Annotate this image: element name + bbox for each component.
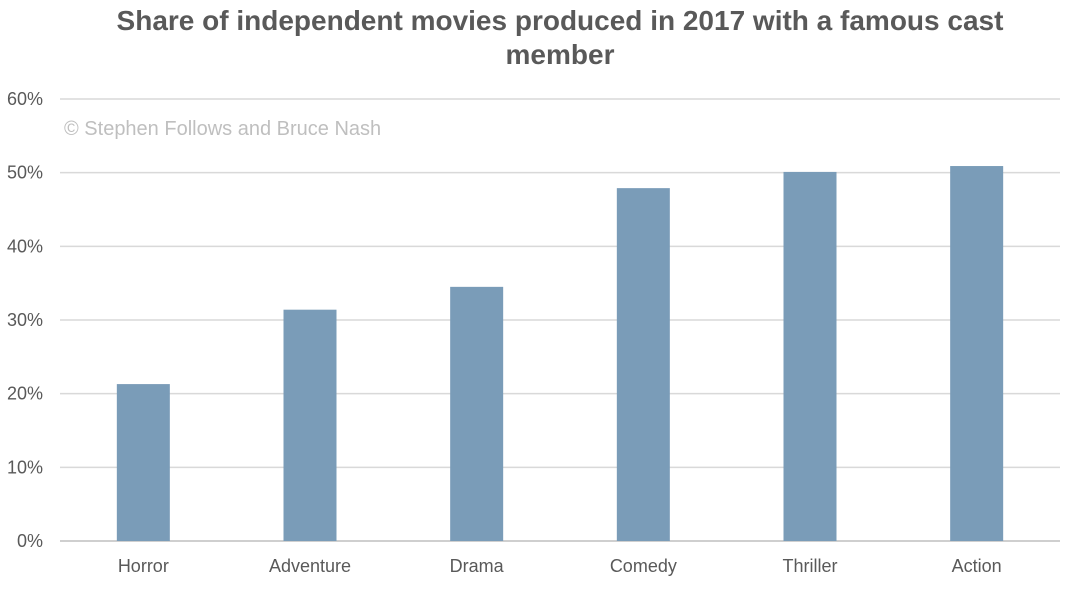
bars [116,166,1004,542]
y-tick-label: 10% [7,457,43,477]
x-axis-tick-labels: Horror Adventure Drama Comedy Thriller Action [118,556,1002,576]
bar-adventure [283,309,337,541]
bar-comedy [616,188,670,542]
x-tick-label: Action [952,556,1002,576]
x-tick-label: Thriller [782,556,837,576]
x-tick-label: Comedy [610,556,677,576]
y-tick-label: 50% [7,163,43,183]
bar-horror [116,384,170,541]
x-tick-label: Horror [118,556,169,576]
y-tick-label: 0% [17,531,43,551]
bar-drama [450,286,504,541]
y-tick-label: 60% [7,89,43,109]
y-axis-tick-labels: 0% 10% 20% 30% 40% 50% 60% [7,89,43,551]
gridlines [60,98,1060,542]
chart-title: Share of independent movies produced in … [116,5,1004,70]
y-tick-label: 30% [7,310,43,330]
x-tick-label: Adventure [269,556,351,576]
x-tick-label: Drama [450,556,505,576]
y-tick-label: 20% [7,384,43,404]
bar-thriller [783,171,837,541]
copyright-annotation: © Stephen Follows and Bruce Nash [64,118,381,140]
y-tick-label: 40% [7,236,43,256]
bar-action [950,166,1004,541]
